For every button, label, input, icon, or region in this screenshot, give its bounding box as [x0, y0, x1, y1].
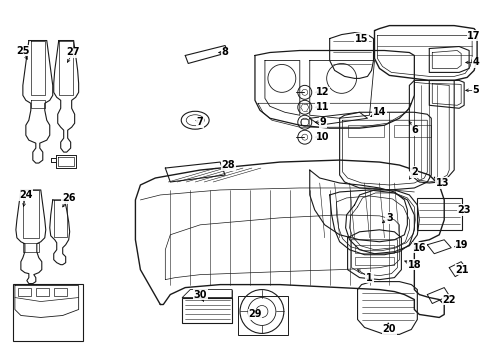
Bar — [416, 198, 461, 230]
Text: 9: 9 — [319, 117, 325, 127]
Text: 4: 4 — [472, 58, 479, 67]
Text: 18: 18 — [407, 260, 420, 270]
Text: 15: 15 — [354, 33, 367, 44]
Bar — [347, 125, 384, 137]
Text: 13: 13 — [435, 178, 448, 188]
Text: 2: 2 — [410, 167, 417, 177]
Text: 19: 19 — [454, 240, 468, 250]
Text: 14: 14 — [372, 107, 386, 117]
Bar — [238, 296, 287, 336]
Text: 23: 23 — [456, 205, 470, 215]
Bar — [300, 119, 308, 125]
Bar — [54, 288, 66, 296]
Text: 28: 28 — [221, 160, 234, 170]
Text: 6: 6 — [410, 125, 417, 135]
Text: 29: 29 — [248, 310, 261, 319]
Text: 16: 16 — [412, 243, 425, 253]
Bar — [13, 284, 82, 341]
Text: 8: 8 — [221, 48, 228, 58]
Text: 27: 27 — [66, 48, 79, 58]
Text: 3: 3 — [385, 213, 392, 223]
Text: 10: 10 — [315, 132, 329, 142]
Bar — [18, 288, 31, 296]
Bar — [36, 288, 49, 296]
Text: 21: 21 — [454, 265, 468, 275]
Text: 12: 12 — [315, 87, 329, 97]
Text: 5: 5 — [472, 85, 479, 95]
Bar — [394, 125, 430, 137]
Bar — [182, 298, 232, 323]
Text: 1: 1 — [366, 273, 372, 283]
Text: 17: 17 — [467, 31, 480, 41]
Text: 25: 25 — [16, 45, 30, 55]
Bar — [354, 245, 394, 253]
Text: 22: 22 — [442, 294, 455, 305]
Text: 11: 11 — [315, 102, 329, 112]
Text: 26: 26 — [62, 193, 75, 203]
Bar — [354, 257, 394, 265]
Text: 20: 20 — [382, 324, 395, 334]
Text: 24: 24 — [19, 190, 33, 200]
Text: 7: 7 — [196, 117, 203, 127]
Text: 30: 30 — [193, 289, 206, 300]
